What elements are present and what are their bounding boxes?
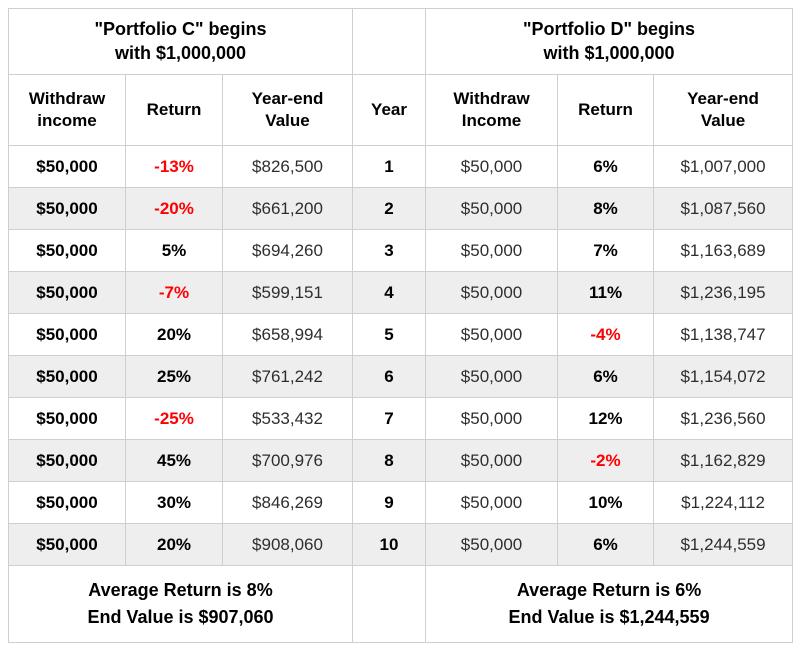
table-row: $50,000 -20% $661,200 2 $50,000 8% $1,08… [8,187,794,230]
value-cell: $661,200 [221,187,354,230]
year-cell: 8 [352,439,427,482]
table-row: $50,000 20% $658,994 5 $50,000 -4% $1,13… [8,313,794,356]
header-withdraw-income-c: Withdraw income [8,74,126,146]
withdraw-cell: $50,000 [8,145,126,188]
withdraw-cell: $50,000 [425,397,559,440]
value-cell: $1,138,747 [653,313,794,356]
withdraw-cell: $50,000 [425,439,559,482]
withdraw-cell: $50,000 [425,145,559,188]
portfolio-d-summary: Average Return is 6% End Value is $1,244… [425,565,794,643]
table-row: $50,000 25% $761,242 6 $50,000 6% $1,154… [8,355,794,398]
year-cell: 4 [352,271,427,314]
year-cell: 7 [352,397,427,440]
table-row: $50,000 20% $908,060 10 $50,000 6% $1,24… [8,523,794,566]
return-cell: 25% [125,355,223,398]
return-cell: 6% [557,355,655,398]
table-row: $50,000 30% $846,269 9 $50,000 10% $1,22… [8,481,794,524]
value-cell: $1,007,000 [653,145,794,188]
return-cell: 20% [125,523,223,566]
table-row: $50,000 -7% $599,151 4 $50,000 11% $1,23… [8,271,794,314]
value-cell: $1,154,072 [653,355,794,398]
withdraw-cell: $50,000 [425,187,559,230]
value-cell: $700,976 [221,439,354,482]
withdraw-cell: $50,000 [425,271,559,314]
header-return-c: Return [125,74,223,146]
return-cell: -20% [125,187,223,230]
withdraw-cell: $50,000 [425,313,559,356]
value-cell: $761,242 [221,355,354,398]
return-cell: 7% [557,229,655,272]
return-cell: -25% [125,397,223,440]
return-cell: 12% [557,397,655,440]
value-cell: $694,260 [221,229,354,272]
return-cell: 10% [557,481,655,524]
return-cell: 5% [125,229,223,272]
value-cell: $1,163,689 [653,229,794,272]
withdraw-cell: $50,000 [425,355,559,398]
portfolio-comparison-table: "Portfolio C" begins with $1,000,000 "Po… [7,8,794,643]
value-cell: $1,236,195 [653,271,794,314]
return-cell: -4% [557,313,655,356]
title-row: "Portfolio C" begins with $1,000,000 "Po… [7,8,794,75]
year-cell: 3 [352,229,427,272]
portfolio-d-title: "Portfolio D" begins with $1,000,000 [425,8,794,75]
withdraw-cell: $50,000 [8,439,126,482]
year-cell: 5 [352,313,427,356]
year-cell: 6 [352,355,427,398]
withdraw-cell: $50,000 [8,481,126,524]
year-cell: 1 [352,145,427,188]
portfolio-c-title: "Portfolio C" begins with $1,000,000 [7,8,354,75]
withdraw-cell: $50,000 [425,523,559,566]
year-cell: 9 [352,481,427,524]
value-cell: $1,087,560 [653,187,794,230]
return-cell: 30% [125,481,223,524]
header-year: Year [352,74,427,146]
withdraw-cell: $50,000 [8,313,126,356]
return-cell: -13% [125,145,223,188]
summary-row: Average Return is 8% End Value is $907,0… [7,565,794,643]
withdraw-cell: $50,000 [8,355,126,398]
value-cell: $826,500 [221,145,354,188]
year-cell: 10 [352,523,427,566]
return-cell: 8% [557,187,655,230]
return-cell: 20% [125,313,223,356]
return-cell: 6% [557,523,655,566]
return-cell: 6% [557,145,655,188]
return-cell: -2% [557,439,655,482]
withdraw-cell: $50,000 [8,271,126,314]
value-cell: $533,432 [221,397,354,440]
value-cell: $599,151 [221,271,354,314]
withdraw-cell: $50,000 [8,523,126,566]
year-cell: 2 [352,187,427,230]
column-header-row: Withdraw income Return Year-end Value Ye… [8,74,794,146]
withdraw-cell: $50,000 [8,187,126,230]
header-withdraw-income-d: Withdraw Income [425,74,559,146]
withdraw-cell: $50,000 [8,397,126,440]
value-cell: $1,244,559 [653,523,794,566]
header-year-end-value-d: Year-end Value [653,74,794,146]
value-cell: $846,269 [221,481,354,524]
value-cell: $1,236,560 [653,397,794,440]
value-cell: $658,994 [221,313,354,356]
value-cell: $908,060 [221,523,354,566]
return-cell: 45% [125,439,223,482]
value-cell: $1,162,829 [653,439,794,482]
footer-spacer-cell [352,565,427,643]
table-row: $50,000 5% $694,260 3 $50,000 7% $1,163,… [8,229,794,272]
title-spacer-cell [352,8,427,75]
header-year-end-value-c: Year-end Value [221,74,354,146]
withdraw-cell: $50,000 [8,229,126,272]
return-cell: -7% [125,271,223,314]
header-return-d: Return [557,74,655,146]
withdraw-cell: $50,000 [425,229,559,272]
withdraw-cell: $50,000 [425,481,559,524]
table-row: $50,000 -13% $826,500 1 $50,000 6% $1,00… [8,145,794,188]
table-row: $50,000 -25% $533,432 7 $50,000 12% $1,2… [8,397,794,440]
return-cell: 11% [557,271,655,314]
table-row: $50,000 45% $700,976 8 $50,000 -2% $1,16… [8,439,794,482]
value-cell: $1,224,112 [653,481,794,524]
portfolio-c-summary: Average Return is 8% End Value is $907,0… [7,565,354,643]
